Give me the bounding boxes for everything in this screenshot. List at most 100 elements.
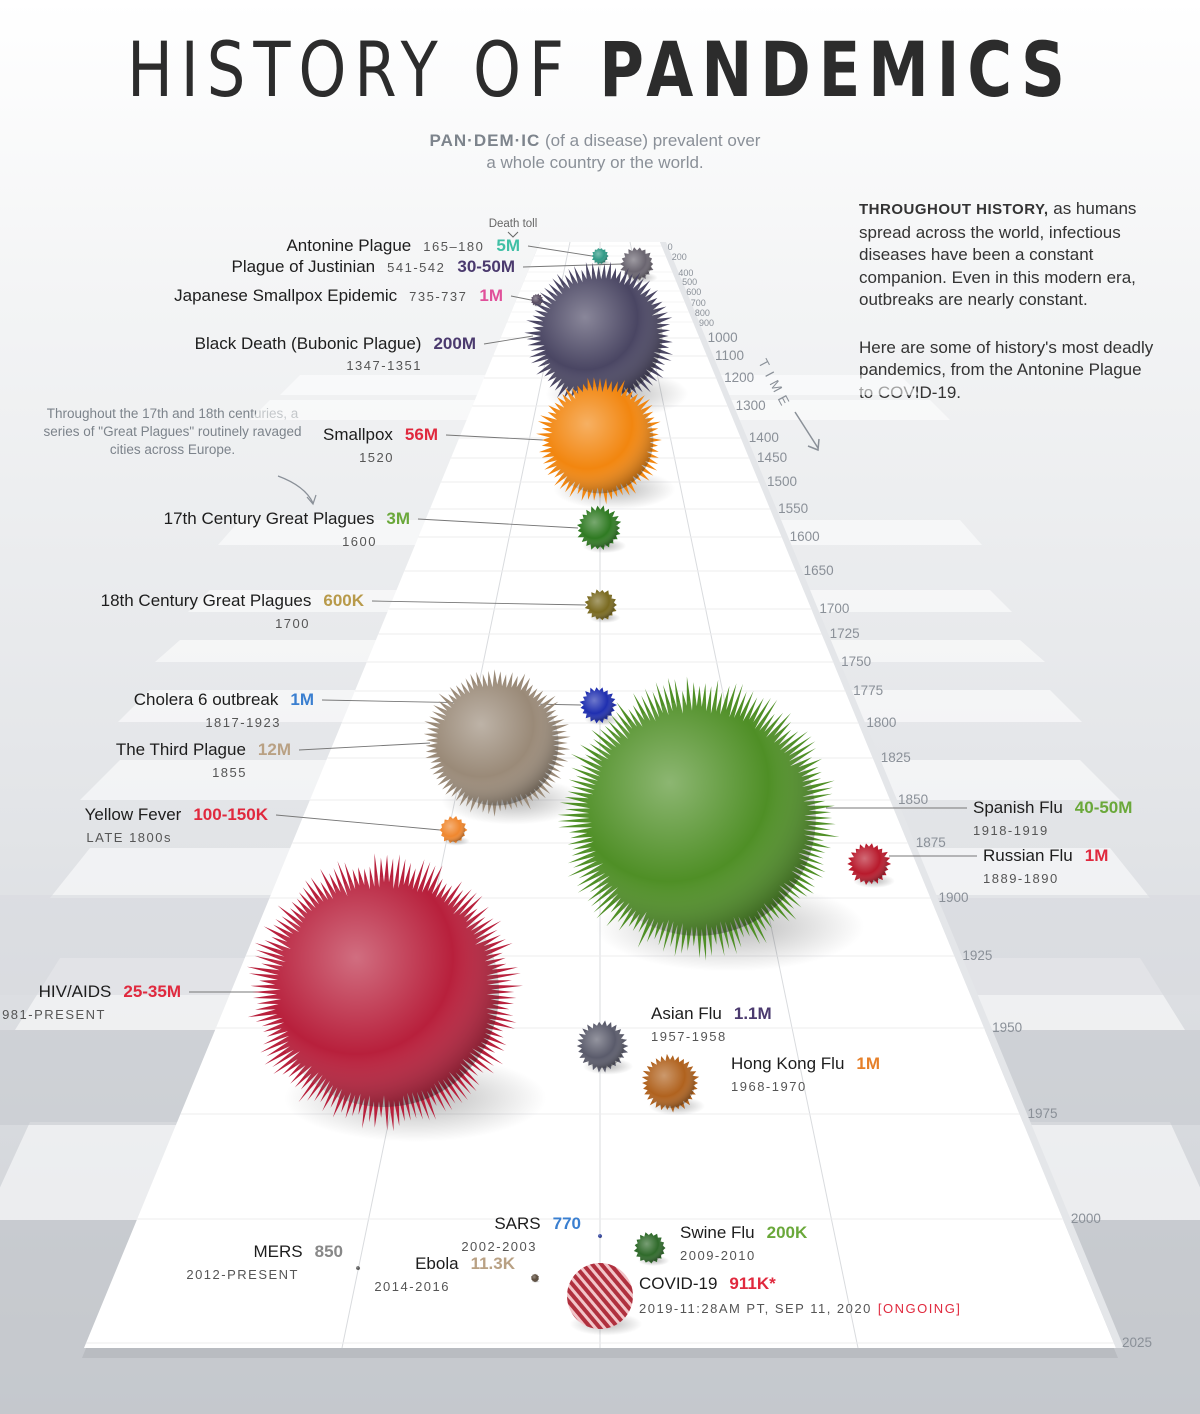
label-sars: SARS 770: [494, 1214, 581, 1233]
note-arrow-head: [306, 494, 317, 506]
label-name: SARS: [494, 1214, 540, 1233]
label-name: The Third Plague: [116, 740, 246, 759]
label-name: Hong Kong Flu: [731, 1054, 844, 1073]
title-light: HISTORY OF: [127, 25, 572, 114]
bubble-shading: [441, 818, 465, 842]
label-swine-flu: Swine Flu 200K: [680, 1223, 808, 1242]
bubble-sars: [597, 1233, 603, 1239]
label-dates-18th-century-great-plagues: 1700: [275, 616, 310, 631]
label-dates-russian-flu: 1889-1890: [983, 871, 1059, 886]
label-dates-hiv-aids: 1981-PRESENT: [0, 1007, 106, 1022]
bubble-ebola: [530, 1273, 541, 1283]
bubble-spanish-flu: [557, 676, 865, 972]
time-arrow: [794, 411, 819, 449]
label-name: Cholera 6 outbreak: [134, 690, 279, 709]
label-dates: 1918-1919: [973, 823, 1049, 838]
bubble-shading: [546, 386, 654, 494]
year-tick-800: 800: [695, 308, 710, 318]
bubble-swine-flu: [633, 1232, 670, 1266]
bubble-shading: [531, 1274, 539, 1282]
label-dates-spanish-flu: 1918-1919: [973, 823, 1049, 838]
bubble-shading: [598, 1234, 602, 1238]
label-17th-century-great-plagues: 17th Century Great Plagues 3M: [164, 509, 410, 528]
year-tick-1975: 1975: [1028, 1106, 1058, 1121]
year-tick-1825: 1825: [881, 750, 911, 765]
label-toll: 911K*: [729, 1274, 776, 1293]
year-tick-400: 400: [678, 268, 693, 278]
year-tick-1550: 1550: [778, 501, 808, 516]
label-dates-yellow-fever: LATE 1800s: [86, 830, 172, 845]
year-tick-0: 0: [668, 242, 673, 252]
label-dates-17th-century-great-plagues: 1600: [342, 534, 377, 549]
intro-lead: THROUGHOUT HISTORY,: [859, 201, 1049, 218]
bubble-hiv-aids: [246, 853, 547, 1142]
title-bold: PANDEMICS: [599, 25, 1073, 114]
bubble-shading: [580, 700, 816, 936]
label-name: Ebola: [415, 1254, 459, 1273]
label-antonine-plague: Antonine Plague 165–180 5M: [286, 236, 520, 255]
label-dates-the-third-plague: 1855: [212, 765, 247, 780]
bubble-body: [567, 1263, 633, 1329]
label-name: Spanish Flu: [973, 798, 1063, 817]
label-mers: MERS 850: [254, 1242, 344, 1261]
bubble-shading: [587, 591, 615, 619]
label-name: MERS: [254, 1242, 303, 1261]
label-dates: 1600: [342, 534, 377, 549]
bubble-shading: [850, 845, 888, 883]
label-spanish-flu: Spanish Flu 40-50M: [973, 798, 1132, 817]
label-dates: 165–180: [423, 239, 484, 254]
label-dates: 1968-1970: [731, 1079, 807, 1094]
bubble-shading: [269, 877, 499, 1107]
year-tick-1725: 1725: [830, 626, 860, 641]
label-dates: 1855: [212, 765, 247, 780]
pandemic-labels: Antonine Plague 165–180 5M Plague of Justin…: [0, 236, 1132, 1316]
label-hiv-aids: HIV/AIDS 25-35M: [39, 982, 181, 1001]
label-name: Smallpox: [323, 425, 393, 444]
label-dates-asian-flu: 1957-1958: [651, 1029, 727, 1044]
label-name: Antonine Plague: [286, 236, 411, 255]
label-toll: 1M: [1085, 846, 1109, 865]
year-tick-700: 700: [691, 298, 706, 308]
label-toll: 12M: [258, 740, 291, 759]
label-toll: 1M: [290, 690, 314, 709]
label-name: 17th Century Great Plagues: [164, 509, 375, 528]
bubble-17th-century-great-plagues: [577, 505, 627, 554]
label-toll: 1M: [479, 286, 503, 305]
label-covid-19: COVID-19 911K*: [639, 1274, 776, 1293]
year-tick-1850: 1850: [898, 792, 928, 807]
definition-line1: (of a disease) prevalent over: [540, 131, 761, 150]
chart-extras: Death toll: [277, 218, 538, 506]
bubble-shading: [636, 1234, 664, 1262]
label-dates-swine-flu: 2009-2010: [680, 1248, 756, 1263]
death-toll-header: Death toll: [489, 218, 538, 230]
bubble-the-third-plague: [423, 669, 585, 825]
label-toll: 1M: [856, 1054, 880, 1073]
bubble-hong-kong-flu: [641, 1053, 706, 1116]
label-name: COVID-19: [639, 1274, 717, 1293]
label-toll: 25-35M: [123, 982, 181, 1001]
year-tick-900: 900: [699, 318, 714, 328]
label-dates: 2014-2016: [374, 1279, 450, 1294]
label-dates-covid-19: 2019-11:28AM PT, SEP 11, 2020 [ONGOING]: [639, 1301, 961, 1316]
label-dates: 1981-PRESENT: [0, 1007, 106, 1022]
label-asian-flu: Asian Flu 1.1M: [651, 1004, 772, 1023]
year-tick-1750: 1750: [841, 654, 871, 669]
label-the-third-plague: The Third Plague 12M: [116, 740, 291, 759]
label-name: Asian Flu: [651, 1004, 722, 1023]
definition: PAN·DEM·IC (of a disease) prevalent over…: [380, 130, 810, 174]
bubble-shading: [592, 248, 608, 264]
label-cholera-6-outbreak: Cholera 6 outbreak 1M: [134, 690, 314, 709]
leader-black-death-bubonic-plague: [483, 335, 534, 345]
bubble-shading: [356, 1266, 360, 1270]
label-name: Yellow Fever: [85, 805, 182, 824]
label-toll: 1.1M: [734, 1004, 772, 1023]
label-smallpox: Smallpox 56M: [323, 425, 438, 444]
label-dates: 735-737: [409, 289, 467, 304]
label-name: Swine Flu: [680, 1223, 755, 1242]
year-tick-1000: 1000: [708, 330, 738, 345]
label-dates-ebola: 2014-2016: [374, 1279, 450, 1294]
year-tick-1400: 1400: [749, 430, 779, 445]
label-name: Russian Flu: [983, 846, 1073, 865]
bubble-plague-of-justinian: [619, 247, 658, 284]
label-name: Black Death (Bubonic Plague): [195, 334, 422, 353]
